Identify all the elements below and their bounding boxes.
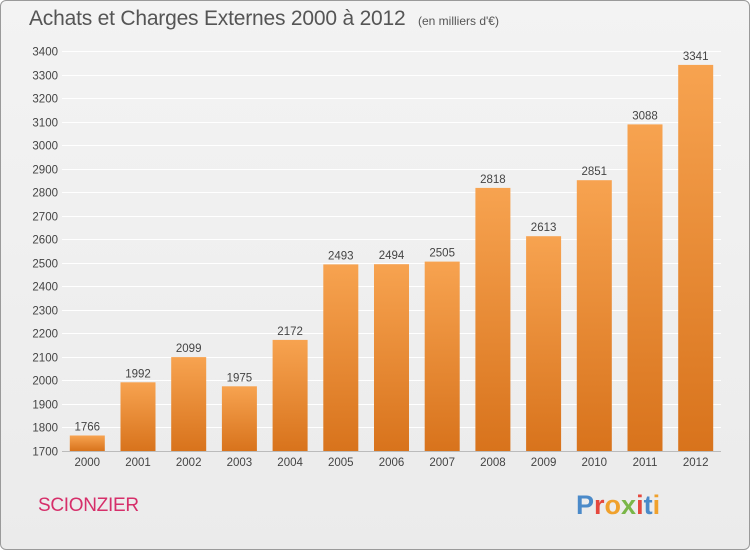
proxiti-logo: Proxiti (576, 490, 660, 521)
x-tick-label: 2003 (227, 457, 253, 469)
x-tick-label: 2005 (328, 457, 354, 469)
x-tick-label: 2000 (75, 457, 101, 469)
y-tick-label: 3100 (32, 118, 58, 130)
y-tick-label: 3400 (32, 47, 58, 59)
bars (69, 64, 714, 452)
data-label-2007: 2505 (429, 248, 455, 260)
bar-2004 (272, 339, 308, 451)
bar-2001 (120, 382, 156, 451)
logo-letter: P (576, 490, 595, 520)
x-tick-label: 2006 (379, 457, 405, 469)
bar-2009 (526, 236, 562, 451)
bar-2012 (678, 64, 714, 452)
chart-subtitle: (en milliers d'€) (418, 14, 499, 28)
y-tick-label: 1900 (32, 400, 58, 412)
y-tick-label: 3300 (32, 71, 58, 83)
data-label-2008: 2818 (480, 174, 506, 186)
data-label-2012: 3341 (683, 51, 709, 63)
y-tick-label: 1700 (32, 447, 58, 459)
y-tick-label: 3000 (32, 141, 58, 153)
logo-letter: r (594, 490, 605, 520)
y-tick-label: 3200 (32, 94, 58, 106)
logo-letter: i (636, 490, 644, 520)
logo-letter: i (652, 490, 661, 520)
y-tick-label: 2300 (32, 306, 58, 318)
data-labels: 1766 1992 2099 1975 2172 2493 2494 2505 2818 2613… (75, 51, 709, 434)
bar-2006 (374, 264, 409, 451)
chart-title: Achats et Charges Externes 2000 à 2012 (29, 7, 406, 30)
y-tick-label: 2100 (32, 353, 58, 365)
data-label-2003: 1975 (227, 372, 253, 384)
data-label-2009: 2613 (531, 222, 557, 234)
data-label-2006: 2494 (379, 250, 405, 262)
logo-letter: x (621, 490, 637, 520)
data-label-2004: 2172 (277, 326, 303, 338)
y-tick-label: 2500 (32, 259, 58, 271)
bar-2000 (69, 435, 105, 451)
data-label-2002: 2099 (176, 343, 202, 355)
x-tick-label: 2011 (633, 457, 658, 469)
bar-2010 (576, 180, 612, 451)
x-tick-label: 2008 (480, 457, 506, 469)
bar-2007 (424, 261, 460, 451)
logo-letter: o (604, 490, 622, 520)
data-label-2000: 1766 (75, 422, 101, 434)
logo-letter: t (643, 490, 653, 520)
data-label-2011: 3088 (632, 110, 658, 122)
commune-name: SCIONZIER (38, 495, 139, 516)
x-axis-ticks: 2000 2001 2002 2003 2004 2005 2006 2007 2008 2009… (62, 451, 721, 469)
x-tick-label: 2001 (125, 457, 151, 469)
y-tick-label: 2900 (32, 165, 58, 177)
x-tick-label: 2009 (531, 457, 557, 469)
bar-2008 (475, 187, 511, 451)
x-tick-label: 2002 (176, 457, 202, 469)
data-label-2001: 1992 (125, 368, 151, 380)
bar-2002 (171, 357, 207, 451)
data-label-2010: 2851 (582, 166, 608, 178)
y-tick-label: 2700 (32, 212, 58, 224)
x-tick-label: 2010 (582, 457, 608, 469)
y-axis-ticks: 1700 1800 1900 2000 2100 2200 2300 2400 2500 2600… (32, 47, 58, 459)
bar-2011 (627, 124, 663, 452)
y-tick-label: 2600 (32, 235, 58, 247)
bar-2003 (221, 386, 257, 451)
x-tick-label: 2007 (429, 457, 455, 469)
x-tick-label: 2012 (683, 457, 709, 469)
y-tick-label: 2800 (32, 188, 58, 200)
y-tick-label: 2400 (32, 282, 58, 294)
y-tick-label: 1800 (32, 423, 58, 435)
x-tick-label: 2004 (277, 457, 303, 469)
y-tick-label: 2200 (32, 329, 58, 341)
y-tick-label: 2000 (32, 376, 58, 388)
data-label-2005: 2493 (328, 250, 354, 262)
bar-2005 (323, 264, 359, 451)
